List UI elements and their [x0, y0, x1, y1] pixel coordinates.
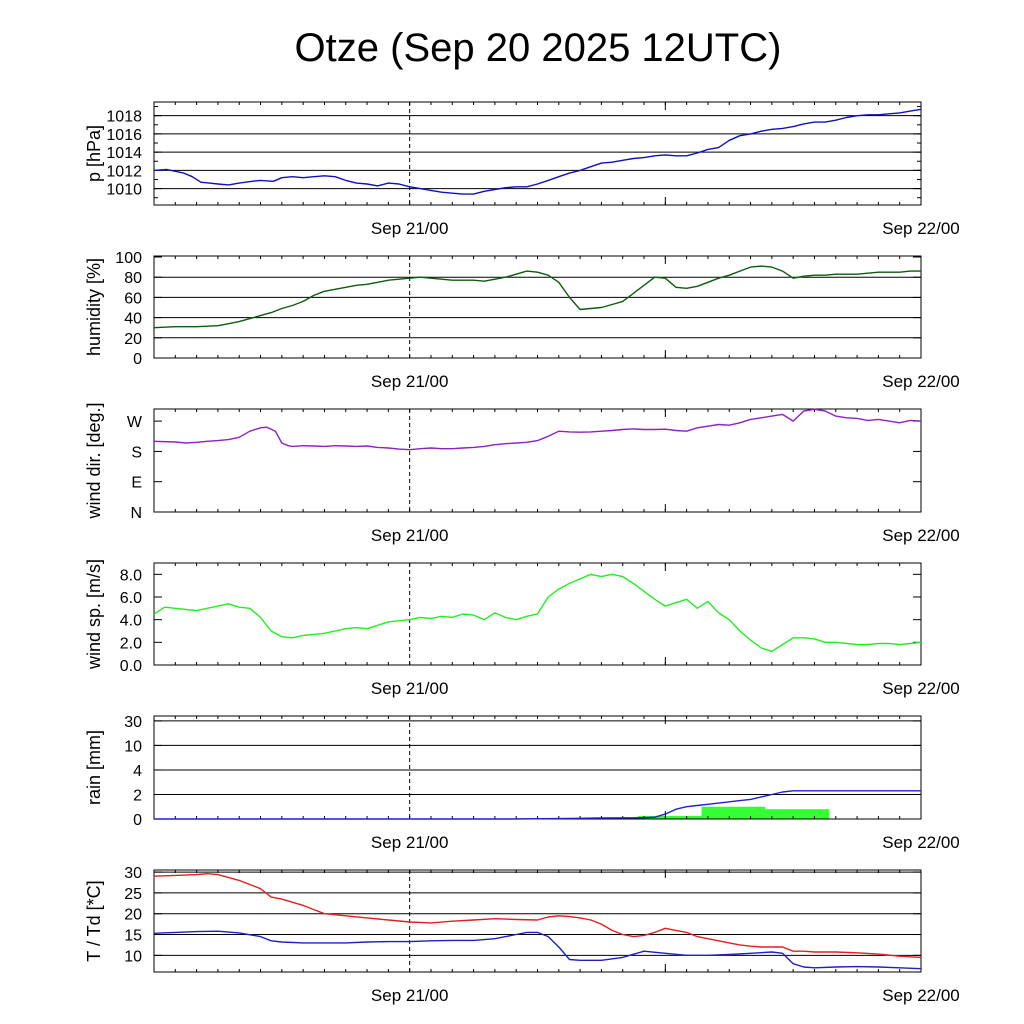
y-tick-label: 6.0 [120, 590, 142, 607]
y-tick-label: 0.0 [120, 658, 142, 675]
y-tick-label: N [130, 505, 142, 522]
y-tick-label: 80 [124, 270, 142, 287]
y-tick-label: 0 [133, 812, 142, 829]
x-tick-label: Sep 21/00 [371, 526, 449, 545]
x-tick-label: Sep 21/00 [371, 372, 449, 391]
series-line-wind-dir [153, 408, 922, 451]
y-tick-label: 4.0 [120, 613, 142, 630]
y-tick-label: 0 [133, 351, 142, 368]
y-tick-label: 1018 [106, 109, 142, 126]
y-tick-label: 8.0 [120, 567, 142, 584]
panel-rain: 0 2 4 10 30 rain [mm] Sep 21/00 Sep 22/00 [84, 714, 960, 852]
y-axis-label: wind dir. [deg.] [84, 402, 104, 519]
y-tick-label: 2 [133, 787, 142, 804]
x-tick-label: Sep 21/00 [371, 833, 449, 852]
y-tick-label: W [127, 414, 143, 431]
x-tick-label: Sep 21/00 [371, 219, 449, 238]
y-tick-label: 20 [124, 907, 142, 924]
series-line-td [153, 930, 922, 970]
y-tick-label: S [131, 444, 142, 461]
y-tick-label: E [131, 475, 142, 492]
x-tick-label: Sep 22/00 [882, 219, 960, 238]
y-axis-label: T / Td [*C] [84, 880, 104, 961]
y-axis-label: p [hPa] [84, 125, 104, 182]
plot-frame [153, 715, 922, 820]
plot-frame [153, 255, 922, 359]
x-tick-label: Sep 22/00 [882, 986, 960, 1005]
y-tick-label: 1010 [106, 182, 142, 199]
plot-frame [153, 101, 922, 206]
y-tick-label: 15 [124, 928, 142, 945]
series-line-p [153, 108, 922, 195]
y-tick-label: 30 [124, 865, 142, 882]
x-tick-label: Sep 21/00 [371, 986, 449, 1005]
x-tick-label: Sep 21/00 [371, 679, 449, 698]
panel-wind_speed: 0.0 2.0 4.0 6.0 8.0 wind sp. [m/s] Sep 21/00 Se… [84, 559, 960, 698]
plot-frame [153, 408, 922, 513]
rain-bar [701, 806, 766, 819]
x-tick-label: Sep 22/00 [882, 526, 960, 545]
y-axis-label: rain [mm] [84, 730, 104, 805]
series-line-humidity [153, 265, 921, 329]
series-line-t [153, 873, 922, 959]
y-tick-label: 25 [124, 886, 142, 903]
rain-bar [765, 809, 830, 819]
rain-bar [637, 815, 702, 819]
y-axis-label: wind sp. [m/s] [84, 559, 104, 670]
y-tick-label: 2.0 [120, 635, 142, 652]
y-tick-label: 60 [124, 290, 142, 307]
y-tick-label: 4 [133, 763, 142, 780]
y-tick-label: 40 [124, 311, 142, 328]
y-tick-label: 1012 [106, 163, 142, 180]
panel-humidity: 0 20 40 60 80 100 humidity [%] Sep 21/00 Sep 22/… [84, 250, 960, 391]
x-tick-label: Sep 22/00 [882, 372, 960, 391]
y-tick-label: 30 [124, 714, 142, 731]
series-line-accumulated-rain [154, 790, 921, 820]
series-line-wind-speed [153, 573, 922, 653]
x-tick-label: Sep 22/00 [882, 679, 960, 698]
x-tick-label: Sep 22/00 [882, 833, 960, 852]
chart-title: Otze (Sep 20 2025 12UTC) [294, 26, 782, 70]
y-tick-label: 20 [124, 331, 142, 348]
y-tick-label: 10 [124, 948, 142, 965]
y-tick-label: 1016 [106, 127, 142, 144]
y-tick-label: 10 [124, 738, 142, 755]
plot-frame [153, 869, 922, 973]
y-axis-label: humidity [%] [84, 258, 104, 356]
y-tick-label: 1014 [106, 145, 142, 162]
panel-temperature: 10 15 20 25 30 T / Td [*C] Sep 21/00 Sep 22/00 [84, 865, 960, 1005]
y-tick-label: 100 [115, 250, 142, 267]
